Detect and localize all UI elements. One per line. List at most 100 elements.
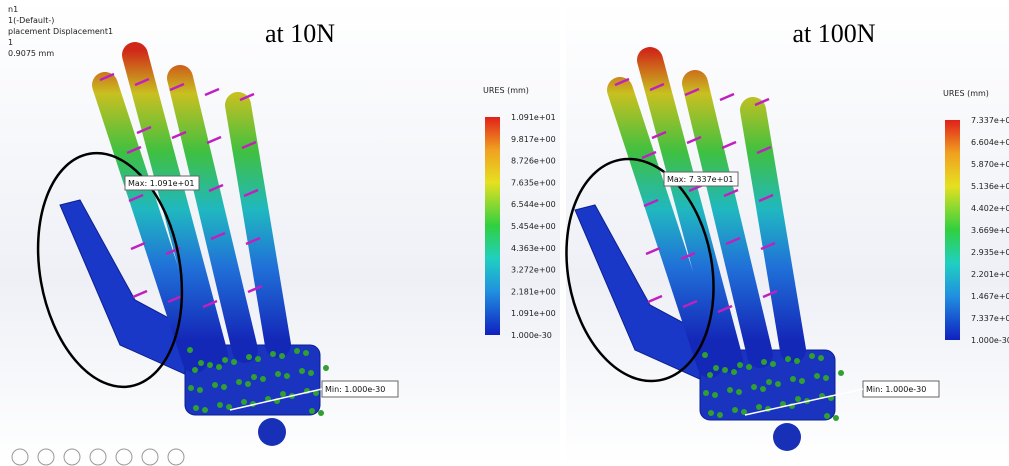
- fixture: [309, 408, 315, 414]
- fixture: [323, 365, 329, 371]
- fixture: [318, 410, 324, 416]
- fixture: [251, 374, 257, 380]
- legend-bar: [945, 120, 960, 340]
- fixture: [197, 387, 203, 393]
- fixture: [785, 356, 791, 362]
- fixture: [299, 368, 305, 374]
- max-label: Max: 1.091e+01: [128, 179, 194, 188]
- fixture: [766, 379, 772, 385]
- info-line: 1(-Default-): [8, 16, 54, 25]
- legend-title: URES (mm): [483, 86, 529, 95]
- fixture: [702, 352, 708, 358]
- fixture: [275, 371, 281, 377]
- fixture: [736, 389, 742, 395]
- fixture: [202, 407, 208, 413]
- fixture: [712, 392, 718, 398]
- fixture: [795, 396, 801, 402]
- screenshot: at 10N n1 1(-Default-) placement Displaceme…: [0, 0, 1009, 466]
- fixture: [713, 365, 719, 371]
- fixture: [303, 350, 309, 356]
- legend-label: 7.337e+01: [971, 116, 1009, 125]
- fixture: [207, 362, 213, 368]
- fixture: [722, 367, 728, 373]
- fixture: [746, 364, 752, 370]
- fixture: [732, 407, 738, 413]
- fixture: [814, 373, 820, 379]
- legend-label: 7.635e+00: [511, 178, 556, 187]
- fixture: [708, 410, 714, 416]
- fixture: [818, 355, 824, 361]
- legend-label: 6.544e+00: [511, 200, 556, 209]
- legend-label: 1.000e-30: [971, 336, 1009, 345]
- fixture: [761, 359, 767, 365]
- fixture: [198, 360, 204, 366]
- fixture: [760, 386, 766, 392]
- fixture: [727, 387, 733, 393]
- legend-label: 5.454e+00: [511, 222, 556, 231]
- fixture: [245, 381, 251, 387]
- fixture: [193, 405, 199, 411]
- fixture: [770, 361, 776, 367]
- legend-label: 2.181e+00: [511, 287, 556, 296]
- legend-label: 9.817e+00: [511, 135, 556, 144]
- fixture: [192, 367, 198, 373]
- legend-title: URES (mm): [943, 89, 989, 98]
- fixture: [838, 370, 844, 376]
- fixture: [217, 402, 223, 408]
- legend-label: 5.870e+01: [971, 160, 1009, 169]
- info-line: 1: [8, 38, 13, 47]
- legend-label: 3.272e+00: [511, 266, 556, 275]
- wrist: [258, 418, 286, 446]
- fixture: [279, 353, 285, 359]
- fixture: [284, 373, 290, 379]
- legend-label: 1.091e+01: [511, 113, 556, 122]
- fixture: [308, 370, 314, 376]
- fixture: [212, 382, 218, 388]
- fixture: [737, 362, 743, 368]
- fixture: [231, 359, 237, 365]
- wrist: [773, 423, 801, 451]
- fixture: [717, 412, 723, 418]
- legend-label: 2.935e+01: [971, 248, 1009, 257]
- legend-bar: [485, 117, 500, 335]
- fixture: [260, 376, 266, 382]
- min-label: Min: 1.000e-30: [325, 385, 385, 394]
- view-title: at 100N: [792, 19, 875, 48]
- fixture: [775, 381, 781, 387]
- fixture: [824, 413, 830, 419]
- fixture: [707, 372, 713, 378]
- max-label: Max: 7.337e+01: [667, 175, 733, 184]
- fixture: [794, 358, 800, 364]
- legend-label: 5.136e+01: [971, 182, 1009, 191]
- fixture: [751, 384, 757, 390]
- fixture: [809, 353, 815, 359]
- fixture: [188, 385, 194, 391]
- fixture: [703, 390, 709, 396]
- fixture: [236, 379, 242, 385]
- legend-label: 4.402e+01: [971, 204, 1009, 213]
- fixture: [756, 404, 762, 410]
- legend-label: 1.000e-30: [511, 331, 552, 340]
- fixture: [833, 415, 839, 421]
- info-line: n1: [8, 5, 18, 14]
- fixture: [241, 399, 247, 405]
- fixture: [731, 369, 737, 375]
- legend-label: 7.337e+00: [971, 314, 1009, 323]
- fixture: [246, 354, 252, 360]
- fixture: [823, 375, 829, 381]
- legend-label: 8.726e+00: [511, 157, 556, 166]
- fixture: [790, 376, 796, 382]
- view-title: at 10N: [265, 19, 335, 48]
- legend-label: 1.091e+00: [511, 309, 556, 318]
- fixture: [216, 364, 222, 370]
- fixture: [294, 348, 300, 354]
- info-line: placement Displacement1: [8, 27, 113, 36]
- fixture: [799, 378, 805, 384]
- info-line: 0.9075 mm: [8, 49, 54, 58]
- fixture: [280, 391, 286, 397]
- fixture: [221, 384, 227, 390]
- fixture: [255, 356, 261, 362]
- legend-label: 2.201e+01: [971, 270, 1009, 279]
- legend-label: 6.604e+01: [971, 138, 1009, 147]
- fixture: [270, 351, 276, 357]
